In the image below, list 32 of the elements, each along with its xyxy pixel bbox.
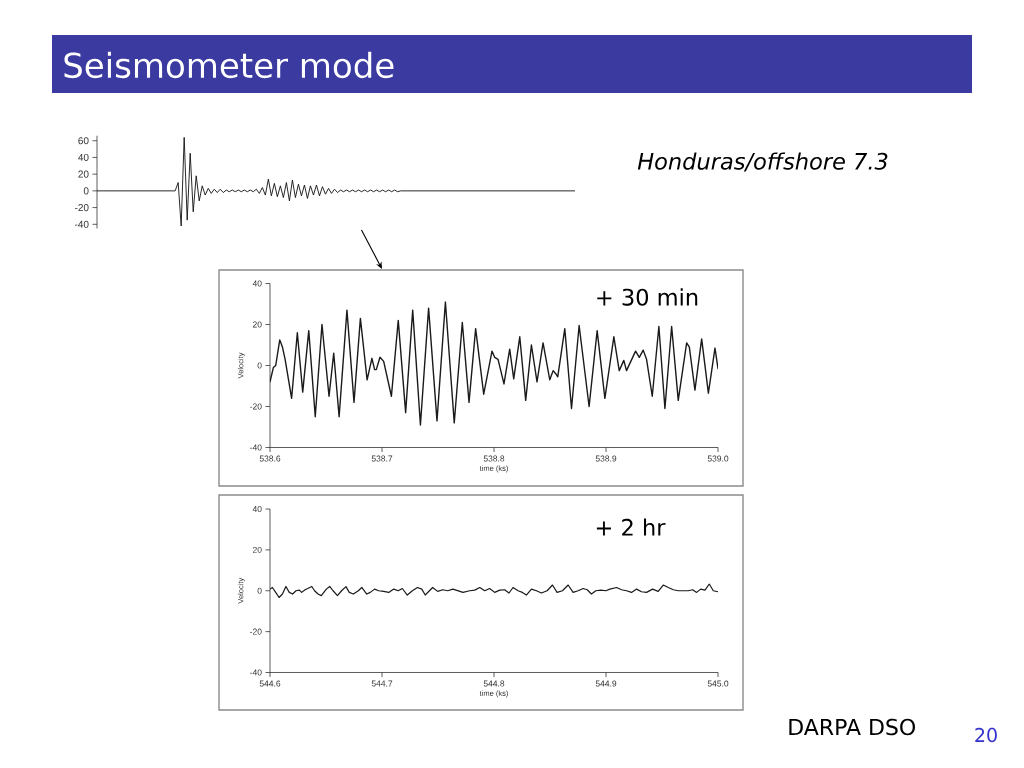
y-tick-label: 40 — [78, 153, 89, 161]
x-tick-label: 545.0 — [707, 680, 729, 687]
y-tick-label: -40 — [74, 220, 89, 228]
y-tick-label: 40 — [252, 280, 262, 287]
y-tick-label: -20 — [250, 628, 262, 635]
y-tick-label: 20 — [78, 170, 89, 178]
text: DARPA DSO — [789, 718, 915, 736]
y-tick-label: 60 — [78, 137, 89, 145]
y-tick-label: -20 — [250, 403, 262, 410]
y-tick-label: 0 — [257, 362, 262, 369]
x-tick-label: 538.6 — [259, 455, 281, 462]
x-tick-label: 538.7 — [371, 455, 393, 462]
y-tick-label: 20 — [252, 546, 262, 553]
y-tick-label: 40 — [252, 506, 262, 513]
x-tick-label: 538.8 — [483, 455, 505, 462]
text: Honduras/offshore 7.3 — [637, 152, 888, 172]
x-tick-label: 544.7 — [371, 680, 393, 687]
x-tick-label: 544.8 — [483, 680, 505, 687]
x-tick-label: 538.9 — [595, 455, 617, 462]
x-tick-label: 544.9 — [595, 680, 617, 687]
y-tick-label: -20 — [74, 204, 89, 212]
y-tick-label: 20 — [252, 321, 262, 328]
text: 20 — [975, 727, 997, 743]
annotation: + 30 min — [597, 288, 698, 306]
y-tick-label: 0 — [257, 587, 262, 594]
x-tick-label: 544.6 — [259, 680, 281, 687]
chart-title: Seismometer mode — [64, 51, 394, 79]
annotation: + 2 hr — [596, 518, 666, 536]
x-tick-label: 539.0 — [707, 455, 729, 462]
y-tick-label: -40 — [250, 444, 262, 451]
y-tick-label: 0 — [83, 187, 89, 195]
y-tick-label: -40 — [250, 669, 262, 676]
